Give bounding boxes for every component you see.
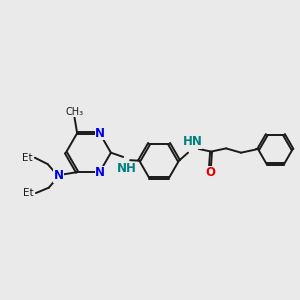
Text: CH₃: CH₃ — [65, 107, 83, 117]
Text: N: N — [53, 169, 63, 182]
Text: N: N — [94, 166, 105, 179]
Text: N: N — [94, 127, 105, 140]
Text: HN: HN — [182, 135, 202, 148]
Text: O: O — [205, 166, 215, 179]
Text: NH: NH — [116, 162, 136, 175]
Text: Et: Et — [22, 153, 33, 163]
Text: Et: Et — [23, 188, 34, 198]
